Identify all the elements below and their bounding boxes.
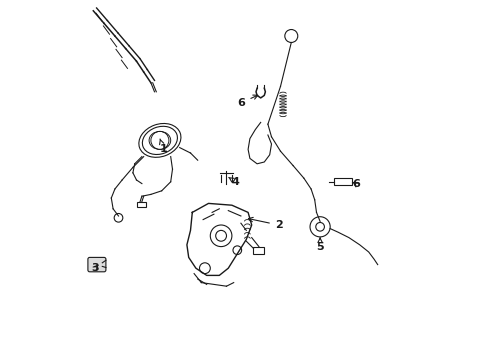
Text: 4: 4 xyxy=(228,177,239,187)
Text: 3: 3 xyxy=(91,263,99,273)
Text: 5: 5 xyxy=(316,238,323,252)
Text: 2: 2 xyxy=(248,217,282,230)
Text: 6: 6 xyxy=(237,95,257,108)
Bar xyxy=(334,178,352,185)
Bar xyxy=(253,247,264,254)
Text: 1: 1 xyxy=(159,139,167,154)
Text: 6: 6 xyxy=(351,179,359,189)
Bar xyxy=(136,202,145,207)
FancyBboxPatch shape xyxy=(88,257,106,272)
